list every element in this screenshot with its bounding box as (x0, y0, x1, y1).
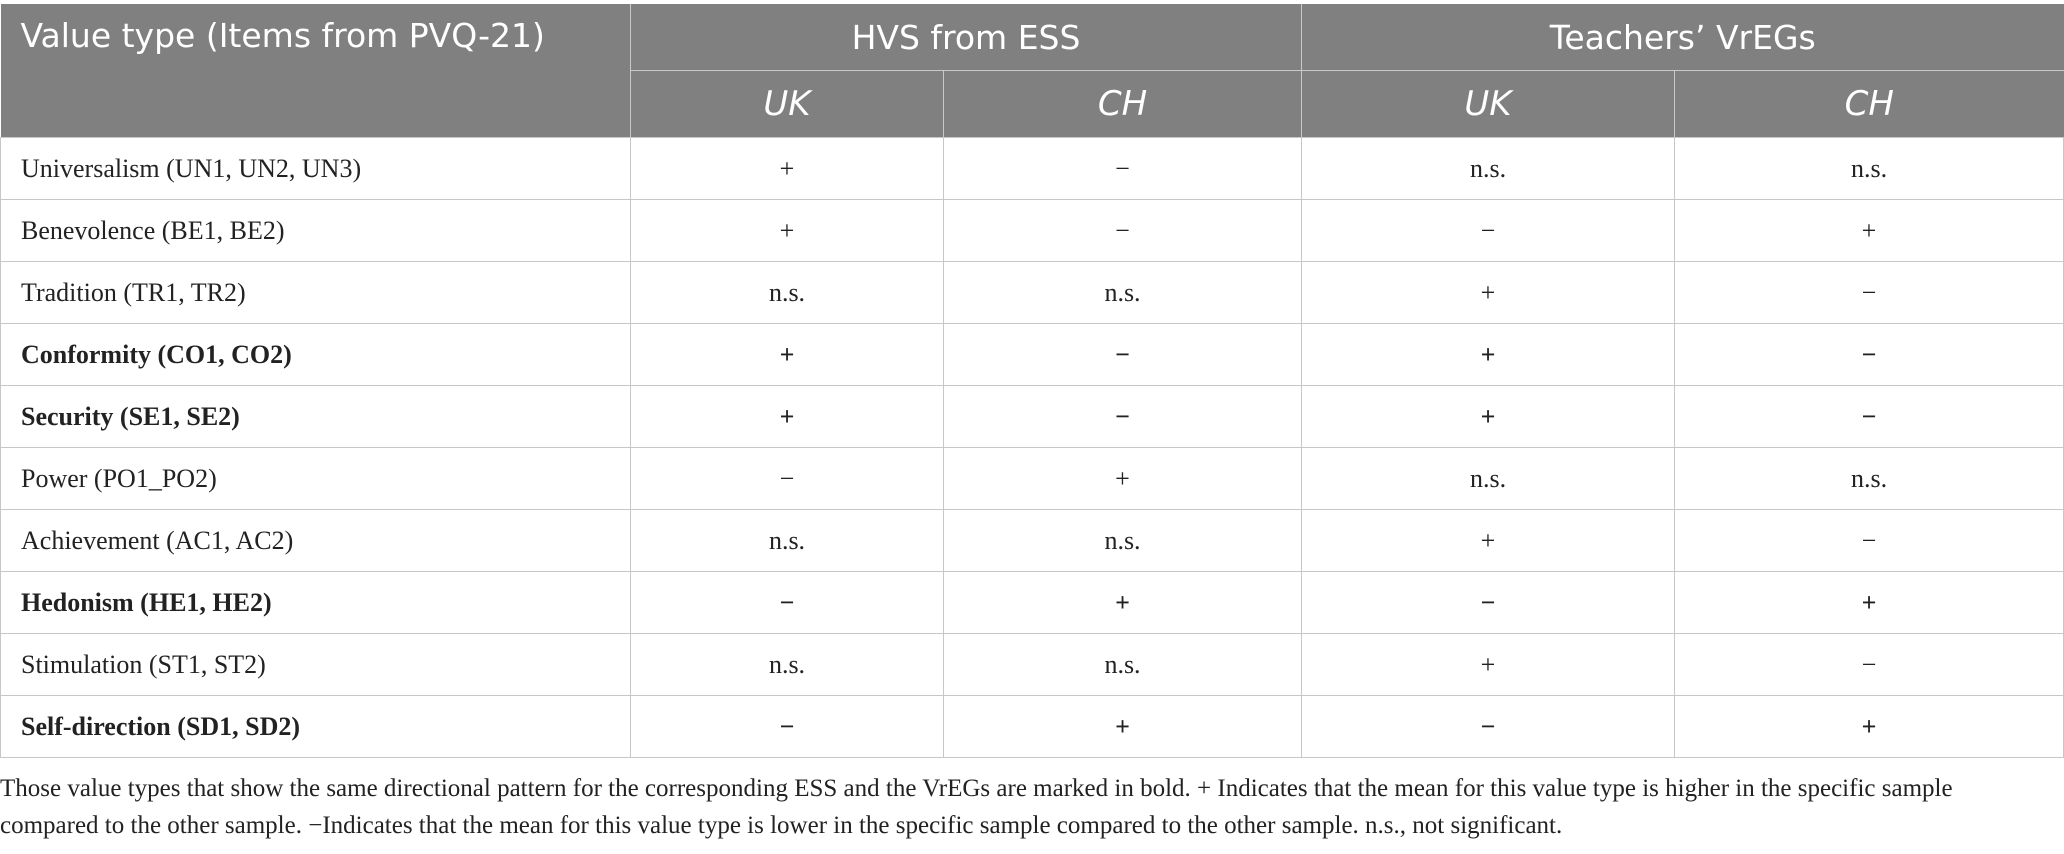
table-row: Hedonism (HE1, HE2) − + − + (0, 571, 2064, 634)
table-cell: + (1674, 695, 2064, 758)
table-footnote: Those value types that show the same dir… (0, 775, 1953, 839)
header-group-hvs-ess: HVS from ESS (630, 4, 1303, 71)
subheader-vregs-ch: CH (1674, 70, 2064, 138)
row-label: Stimulation (ST1, ST2) (0, 633, 631, 696)
table-row: Universalism (UN1, UN2, UN3) + − n.s. n.s. (0, 137, 2064, 200)
table-cell: + (630, 137, 944, 200)
table-cell: + (1301, 509, 1676, 572)
table-cell: n.s. (942, 509, 1303, 572)
subheader-hvs-ch: CH (943, 70, 1303, 138)
table-cell: + (942, 447, 1303, 510)
row-label: Hedonism (HE1, HE2) (0, 571, 631, 634)
table-cell: − (630, 571, 944, 634)
value-type-table: Value type (Items from PVQ-21) HVS from … (0, 4, 2064, 758)
table-cell: n.s. (1301, 447, 1676, 510)
table-cell: + (1674, 199, 2064, 262)
table-cell: + (630, 199, 944, 262)
table-row: Self-direction (SD1, SD2) − + − + (0, 695, 2064, 758)
table-cell: − (1674, 385, 2064, 448)
table-cell: + (942, 695, 1303, 758)
table-row: Conformity (CO1, CO2) + − + − (0, 323, 2064, 386)
header-group-teachers-vregs: Teachers’ VrEGs (1301, 4, 2064, 71)
row-label: Conformity (CO1, CO2) (0, 323, 631, 386)
row-label: Benevolence (BE1, BE2) (0, 199, 631, 262)
table-cell: n.s. (630, 261, 944, 324)
table-row: Security (SE1, SE2) + − + − (0, 385, 2064, 448)
table-cell: − (942, 199, 1303, 262)
table-row: Stimulation (ST1, ST2) n.s. n.s. + − (0, 633, 2064, 696)
row-label: Tradition (TR1, TR2) (0, 261, 631, 324)
table-row: Achievement (AC1, AC2) n.s. n.s. + − (0, 509, 2064, 572)
table-container: Value type (Items from PVQ-21) HVS from … (0, 4, 2064, 758)
table-cell: n.s. (1674, 447, 2064, 510)
table-cell: + (630, 323, 944, 386)
table-body: Universalism (UN1, UN2, UN3) + − n.s. n.s. Be… (0, 137, 2064, 758)
table-row: Power (PO1_PO2) − + n.s. n.s. (0, 447, 2064, 510)
table-cell: n.s. (1301, 137, 1676, 200)
table-cell: n.s. (630, 509, 944, 572)
table-cell: n.s. (942, 633, 1303, 696)
table-cell: n.s. (942, 261, 1303, 324)
table-cell: − (1674, 323, 2064, 386)
table-cell: − (1674, 261, 2064, 324)
row-label: Self-direction (SD1, SD2) (0, 695, 631, 758)
table-cell: − (630, 695, 944, 758)
table-cell: − (1301, 571, 1676, 634)
row-label: Security (SE1, SE2) (0, 385, 631, 448)
table-cell: − (942, 323, 1303, 386)
table-row: Tradition (TR1, TR2) n.s. n.s. + − (0, 261, 2064, 324)
table-cell: − (942, 385, 1303, 448)
table-cell: + (942, 571, 1303, 634)
subheader-vregs-uk: UK (1301, 70, 1676, 138)
table-cell: + (1674, 571, 2064, 634)
table-header: Value type (Items from PVQ-21) HVS from … (0, 4, 2064, 138)
table-cell: + (1301, 633, 1676, 696)
table-cell: − (1674, 633, 2064, 696)
row-label: Universalism (UN1, UN2, UN3) (0, 137, 631, 200)
table-cell: − (1674, 509, 2064, 572)
subheader-hvs-uk: UK (630, 70, 944, 138)
table-cell: + (1301, 323, 1676, 386)
table-cell: n.s. (1674, 137, 2064, 200)
table-cell: + (1301, 385, 1676, 448)
table-cell: − (630, 447, 944, 510)
row-label: Achievement (AC1, AC2) (0, 509, 631, 572)
table-cell: − (1301, 695, 1676, 758)
table-cell: + (1301, 261, 1676, 324)
table-cell: n.s. (630, 633, 944, 696)
table-cell: + (630, 385, 944, 448)
table-cell: − (1301, 199, 1676, 262)
table-row: Benevolence (BE1, BE2) + − − + (0, 199, 2064, 262)
table-cell: − (942, 137, 1303, 200)
row-label: Power (PO1_PO2) (0, 447, 631, 510)
header-value-type: Value type (Items from PVQ-21) (0, 4, 631, 138)
